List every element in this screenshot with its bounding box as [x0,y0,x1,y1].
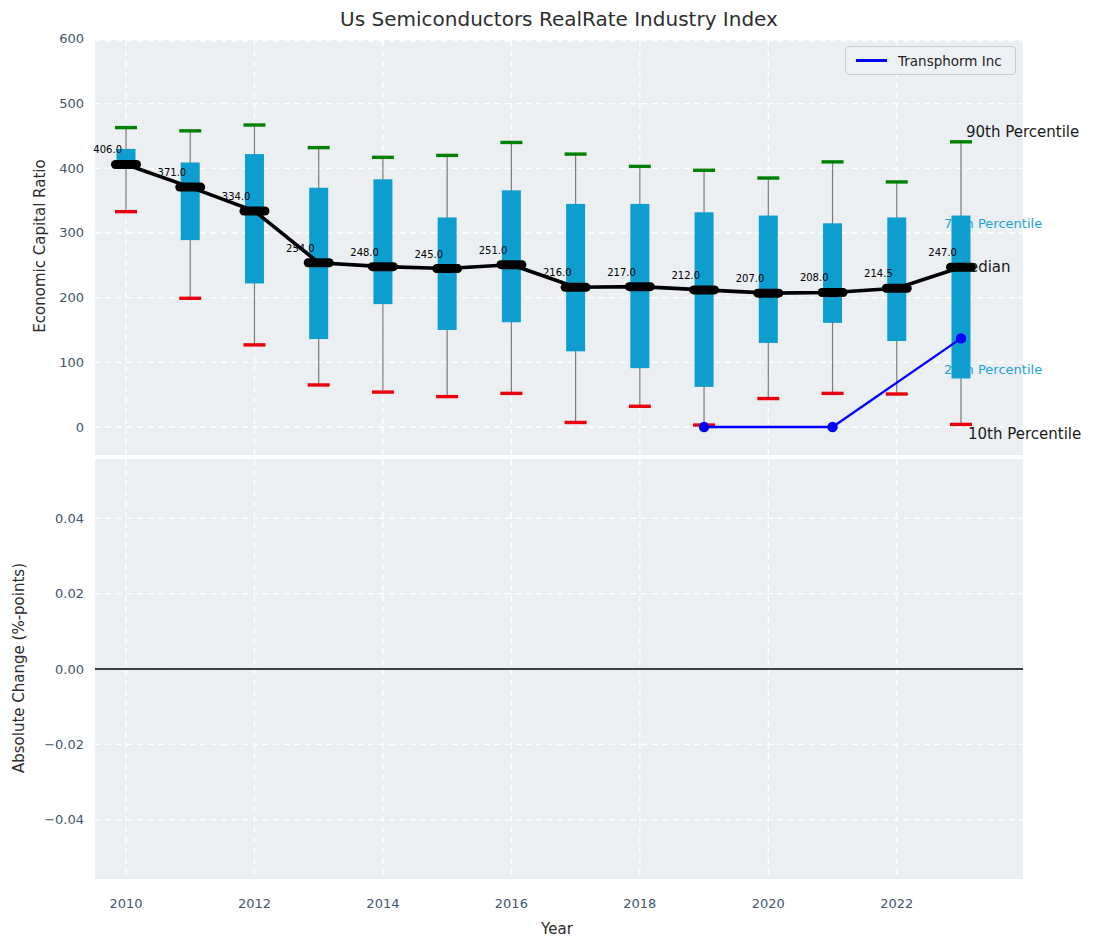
median-value-label: 208.0 [800,272,829,283]
x-tick-label: 2022 [880,896,913,911]
bottom-y-tick-label: 0.02 [55,586,84,601]
top-y-axis-label: Economic Capital Ratio [31,96,49,396]
top-y-tick-label: 0 [76,420,84,435]
x-tick-label: 2018 [623,896,656,911]
legend-label: Transphorm Inc [898,53,1002,69]
median-value-label: 245.0 [415,249,444,260]
box-2015 [438,217,457,330]
series-point [956,333,966,343]
x-tick-label: 2014 [366,896,399,911]
top-chart: 010020030040050060090th Percentile75th P… [59,31,1081,455]
x-tick-label: 2012 [238,896,271,911]
median-value-label: 406.0 [93,144,122,155]
top-y-tick-label: 200 [59,290,84,305]
figure: 010020030040050060090th Percentile75th P… [0,0,1102,942]
bottom-y-tick-label: 0.04 [55,511,84,526]
legend: Transphorm Inc [845,46,1016,75]
x-tick-label: 2020 [752,896,785,911]
median-value-label: 248.0 [350,247,379,258]
top-y-tick-label: 400 [59,161,84,176]
bottom-y-tick-label: −0.04 [44,812,84,827]
box-2014 [373,179,392,304]
series-point [699,422,709,432]
median-value-label: 254.0 [286,243,315,254]
top-y-tick-label: 600 [59,31,84,46]
median-value-label: 212.0 [671,270,700,281]
percentile-annotation: 10th Percentile [968,425,1081,443]
legend-line-swatch [856,59,887,62]
median-value-label: 217.0 [607,267,636,278]
box-2019 [695,212,714,387]
median-value-label: 207.0 [736,273,765,284]
median-value-label: 334.0 [222,191,251,202]
median-value-label: 371.0 [158,167,187,178]
top-y-tick-label: 100 [59,355,84,370]
median-value-label: 216.0 [543,267,572,278]
box-2016 [502,190,521,322]
x-tick-label: 2016 [495,896,528,911]
percentile-annotation: 90th Percentile [966,123,1079,141]
bottom-y-tick-label: −0.02 [44,737,84,752]
median-value-label: 214.5 [864,268,893,279]
bottom-chart: 0.04 0.02 0.00 −0.02 −0.04 2010 2012 2014 2016 20… [44,459,1023,911]
box-2012 [245,154,264,283]
bottom-y-axis-label: Absolute Change (%-points) [10,518,28,818]
box-2023 [951,216,970,379]
top-y-tick-label: 300 [59,225,84,240]
median-value-label: 251.0 [479,245,508,256]
bottom-y-tick-label: 0.00 [55,662,84,677]
x-axis-label: Year [457,920,657,938]
top-y-tick-label: 500 [59,96,84,111]
chart-canvas: 010020030040050060090th Percentile75th P… [0,0,1102,942]
series-point [827,422,837,432]
x-tick-label: 2010 [109,896,142,911]
median-value-label: 247.0 [928,247,957,258]
chart-title: Us Semiconductors RealRate Industry Inde… [95,7,1023,31]
